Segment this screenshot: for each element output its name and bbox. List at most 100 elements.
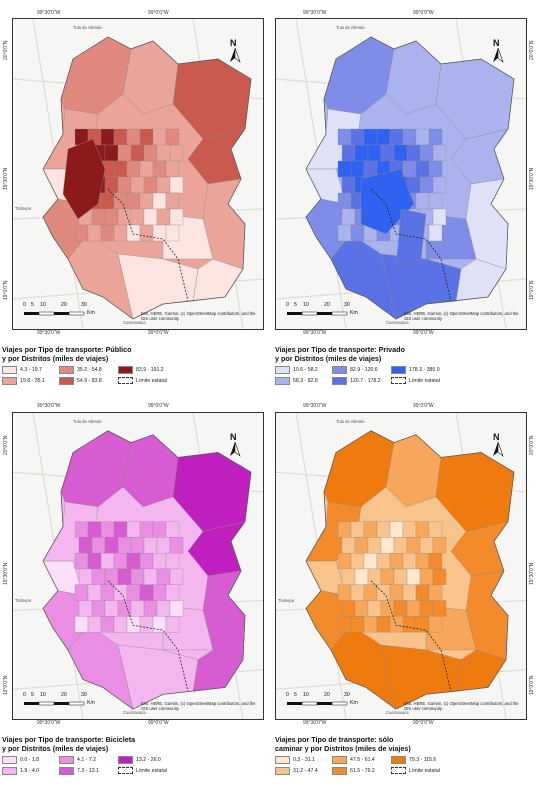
legend-item: 82.9 - 120.6 <box>332 366 378 374</box>
district-polygon <box>402 128 417 146</box>
legend-swatch-boundary <box>391 377 406 384</box>
district-polygon <box>91 600 106 617</box>
district-polygon <box>143 144 158 162</box>
legend-item: 61.5 - 79.2 <box>332 767 375 775</box>
scale-tick: 5 <box>31 302 34 308</box>
place-cuernavaca: Cuernavaca <box>123 320 146 325</box>
district-polygon <box>91 208 106 226</box>
state-boundary <box>107 188 189 302</box>
district-polygon <box>363 128 378 146</box>
coord-side: 20°0'0"N <box>529 40 535 60</box>
legend-swatch <box>275 756 290 764</box>
scale-tick: 30 <box>81 302 87 308</box>
coord-top-left: 99°30'0"W <box>37 403 61 409</box>
legend-label: Límite estatal <box>409 377 440 384</box>
district-polygon <box>415 616 430 633</box>
legend-title-line2: y por Distritos (miles de viajes) <box>2 744 109 753</box>
legend-item: 4.3 - 19.7 <box>2 366 42 374</box>
district-polygon <box>126 160 141 178</box>
coord-side: 19°0'0"N <box>529 675 535 695</box>
district-polygon <box>406 568 421 585</box>
district-polygon <box>169 176 184 194</box>
district-polygon <box>152 192 167 210</box>
place-tlalnepantla: Tlalnepa <box>278 598 295 603</box>
legend: Viajes por Tipo de transporte: Público y… <box>2 345 272 395</box>
scale-tick: 5 <box>294 302 297 308</box>
legend-label: 35.2 - 54.8 <box>77 367 102 373</box>
place-tlalnepantla: Tlalnepa <box>15 598 32 603</box>
district-polygon <box>100 584 115 601</box>
district-polygon <box>432 144 447 162</box>
district-polygon <box>350 160 365 178</box>
district-polygon <box>428 128 443 146</box>
district-polygon <box>402 521 417 538</box>
legend-label: 10.6 - 58.2 <box>293 367 318 373</box>
district-polygon <box>126 584 141 601</box>
place-tula: Tula de Allende <box>73 419 102 424</box>
district-polygon <box>130 144 145 162</box>
district-polygon <box>389 521 404 538</box>
district-polygon <box>406 537 421 554</box>
district-polygon <box>367 568 382 585</box>
legend-label: 1.9 - 4.0 <box>20 768 40 774</box>
scale-tick: 0 <box>23 302 26 308</box>
district-polygon <box>152 584 167 601</box>
district-polygon <box>152 160 167 178</box>
district-polygon <box>74 616 89 633</box>
district-polygon <box>139 521 154 538</box>
district-polygon <box>432 537 447 554</box>
district-polygon <box>78 568 93 585</box>
district-polygon <box>104 144 119 162</box>
legend-swatch <box>2 377 17 385</box>
district-polygon <box>74 584 89 601</box>
legend-title-line2: caminar y por Distritos (miles de viajes… <box>275 744 411 753</box>
district-polygon <box>341 537 356 554</box>
district-polygon <box>363 521 378 538</box>
district-polygon <box>78 537 93 554</box>
district-polygon <box>341 208 356 226</box>
legend-swatch <box>332 366 347 374</box>
district-polygon <box>354 537 369 554</box>
legend-swatch <box>59 767 74 775</box>
scale-bar: 0 5 10 20 30 Km <box>286 302 366 322</box>
district-polygon <box>428 553 443 570</box>
coord-bottom-right: 99°0'0"W <box>148 720 169 726</box>
legend-label: 0.0 - 1.8 <box>20 757 40 763</box>
district-polygon <box>117 208 132 226</box>
coord-bottom-right: 99°0'0"W <box>413 330 434 336</box>
scale-tick: 30 <box>81 692 87 698</box>
district-polygon <box>415 584 430 601</box>
district-polygon <box>87 584 102 601</box>
legend-swatch <box>118 366 133 374</box>
district-polygon <box>376 616 391 633</box>
coord-side: 19°0'0"N <box>3 675 9 695</box>
legend-item: 1.9 - 4.0 <box>2 767 39 775</box>
district-polygon <box>143 176 158 194</box>
district-polygon <box>402 553 417 570</box>
district-polygon <box>74 521 89 538</box>
map-frame: Tula de Allende Tlalnepa Cuernavaca N 0 … <box>275 412 527 720</box>
district-polygon <box>169 537 184 554</box>
legend-label: 47.5 - 61.4 <box>350 757 375 763</box>
district-polygon <box>139 192 154 210</box>
legend-swatch <box>275 767 290 775</box>
district-polygon <box>165 224 180 242</box>
district-map <box>276 413 526 719</box>
scale-tick: 10 <box>40 692 46 698</box>
district-polygon <box>350 584 365 601</box>
legend-swatch <box>332 767 347 775</box>
scale-tick: 5 <box>294 692 297 698</box>
district-map <box>276 19 526 329</box>
coord-side: 19°30'0"N <box>529 167 535 190</box>
district-polygon <box>165 616 180 633</box>
legend-item: 178.3 - 385.0 <box>391 366 440 374</box>
scale-tick: 10 <box>303 302 309 308</box>
legend-label: Límite estatal <box>409 767 440 774</box>
district-polygon <box>104 176 119 194</box>
coord-top-right: 99°0'0"W <box>413 403 434 409</box>
district-polygon <box>156 537 171 554</box>
district-polygon <box>367 537 382 554</box>
district-polygon <box>354 568 369 585</box>
district-polygon <box>169 144 184 162</box>
legend-label: 61.5 - 79.2 <box>350 768 375 774</box>
